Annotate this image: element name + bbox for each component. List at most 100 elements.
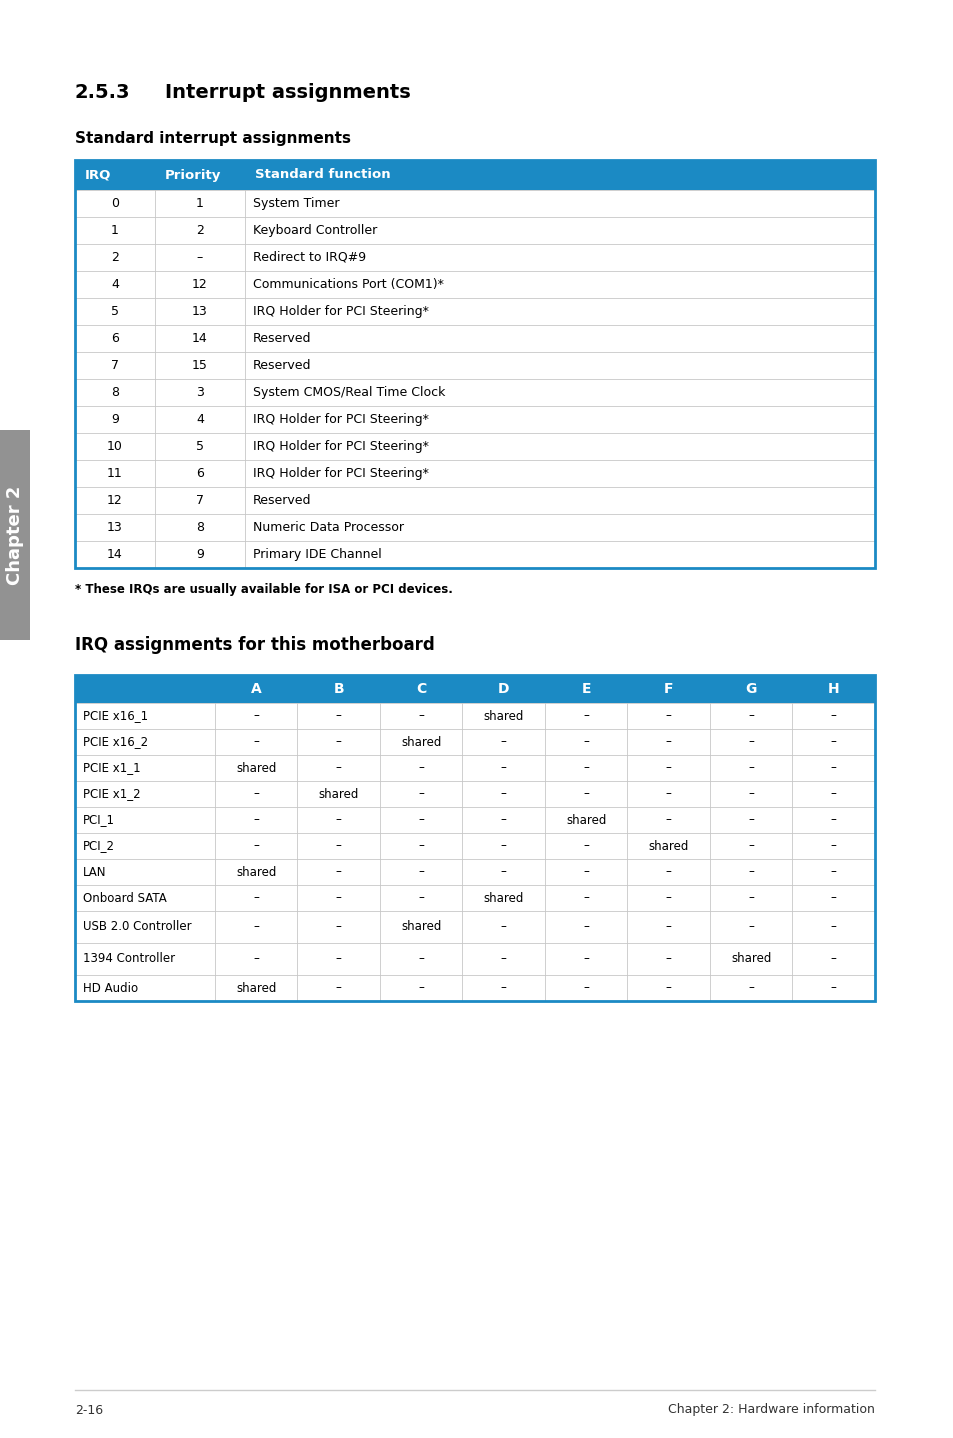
Text: Onboard SATA: Onboard SATA <box>83 892 167 905</box>
Text: F: F <box>663 682 673 696</box>
Text: –: – <box>335 840 341 853</box>
Text: –: – <box>665 814 671 827</box>
Text: 8: 8 <box>195 521 204 533</box>
Text: –: – <box>747 762 754 775</box>
Text: shared: shared <box>730 952 771 965</box>
Text: –: – <box>582 709 589 722</box>
Text: Redirect to IRQ#9: Redirect to IRQ#9 <box>253 252 366 265</box>
Text: IRQ Holder for PCI Steering*: IRQ Holder for PCI Steering* <box>253 305 429 318</box>
Bar <box>75 380 874 406</box>
Text: –: – <box>747 735 754 749</box>
Text: –: – <box>582 866 589 879</box>
Bar <box>75 884 874 912</box>
Text: –: – <box>582 920 589 933</box>
Bar <box>75 729 874 755</box>
Text: –: – <box>335 920 341 933</box>
Bar <box>75 674 874 1001</box>
Text: –: – <box>253 814 259 827</box>
Text: –: – <box>665 788 671 801</box>
Text: 6: 6 <box>196 467 204 480</box>
Text: –: – <box>417 982 424 995</box>
Text: 7: 7 <box>195 495 204 508</box>
Text: –: – <box>830 709 836 722</box>
Text: Numeric Data Processor: Numeric Data Processor <box>253 521 403 533</box>
Text: –: – <box>830 814 836 827</box>
Text: –: – <box>335 709 341 722</box>
Text: –: – <box>335 952 341 965</box>
Text: –: – <box>253 920 259 933</box>
Text: 14: 14 <box>192 332 208 345</box>
Text: PCIE x16_2: PCIE x16_2 <box>83 735 148 749</box>
Text: –: – <box>417 866 424 879</box>
Text: –: – <box>335 762 341 775</box>
Bar <box>75 755 874 781</box>
Text: shared: shared <box>400 735 441 749</box>
Text: –: – <box>582 840 589 853</box>
Text: IRQ Holder for PCI Steering*: IRQ Holder for PCI Steering* <box>253 413 429 426</box>
Text: –: – <box>500 762 506 775</box>
Text: D: D <box>497 682 509 696</box>
Text: –: – <box>335 814 341 827</box>
Bar <box>75 975 874 1001</box>
Text: 13: 13 <box>107 521 123 533</box>
Text: 2: 2 <box>196 224 204 237</box>
Text: –: – <box>830 735 836 749</box>
Bar <box>75 807 874 833</box>
Text: –: – <box>196 252 203 265</box>
Text: –: – <box>500 735 506 749</box>
Text: 12: 12 <box>107 495 123 508</box>
Text: IRQ assignments for this motherboard: IRQ assignments for this motherboard <box>75 636 435 654</box>
Bar <box>75 513 874 541</box>
Text: –: – <box>830 866 836 879</box>
Text: –: – <box>665 892 671 905</box>
Bar <box>75 781 874 807</box>
Text: –: – <box>335 866 341 879</box>
Text: 5: 5 <box>195 440 204 453</box>
Text: –: – <box>417 762 424 775</box>
Text: –: – <box>665 952 671 965</box>
Text: 5: 5 <box>111 305 119 318</box>
Text: 2-16: 2-16 <box>75 1403 103 1416</box>
Bar <box>75 541 874 568</box>
Text: 9: 9 <box>111 413 119 426</box>
Text: –: – <box>582 892 589 905</box>
Text: Chapter 2: Chapter 2 <box>6 485 24 585</box>
Bar <box>0 430 30 640</box>
Text: –: – <box>417 952 424 965</box>
Text: A: A <box>251 682 261 696</box>
Text: System CMOS/Real Time Clock: System CMOS/Real Time Clock <box>253 385 445 398</box>
Text: –: – <box>830 920 836 933</box>
Text: –: – <box>417 788 424 801</box>
Text: Priority: Priority <box>165 168 221 181</box>
Text: 7: 7 <box>111 360 119 372</box>
Text: Keyboard Controller: Keyboard Controller <box>253 224 376 237</box>
Text: H: H <box>827 682 839 696</box>
Bar <box>75 217 874 244</box>
Text: –: – <box>747 866 754 879</box>
Text: Chapter 2: Hardware information: Chapter 2: Hardware information <box>667 1403 874 1416</box>
Text: 9: 9 <box>196 548 204 561</box>
Text: Interrupt assignments: Interrupt assignments <box>165 83 411 102</box>
Text: –: – <box>747 982 754 995</box>
Text: –: – <box>830 840 836 853</box>
Text: IRQ Holder for PCI Steering*: IRQ Holder for PCI Steering* <box>253 440 429 453</box>
Text: –: – <box>747 788 754 801</box>
Text: –: – <box>582 982 589 995</box>
Bar <box>75 325 874 352</box>
Bar <box>75 833 874 858</box>
Text: 4: 4 <box>111 278 119 290</box>
Text: –: – <box>500 982 506 995</box>
Text: –: – <box>665 709 671 722</box>
Text: –: – <box>582 762 589 775</box>
Text: –: – <box>830 788 836 801</box>
Text: Standard interrupt assignments: Standard interrupt assignments <box>75 131 351 145</box>
Text: 15: 15 <box>192 360 208 372</box>
Text: 3: 3 <box>196 385 204 398</box>
Text: –: – <box>665 735 671 749</box>
Text: Communications Port (COM1)*: Communications Port (COM1)* <box>253 278 443 290</box>
Text: IRQ: IRQ <box>85 168 112 181</box>
Text: –: – <box>253 709 259 722</box>
Text: –: – <box>253 788 259 801</box>
Text: –: – <box>665 866 671 879</box>
Text: LAN: LAN <box>83 866 107 879</box>
